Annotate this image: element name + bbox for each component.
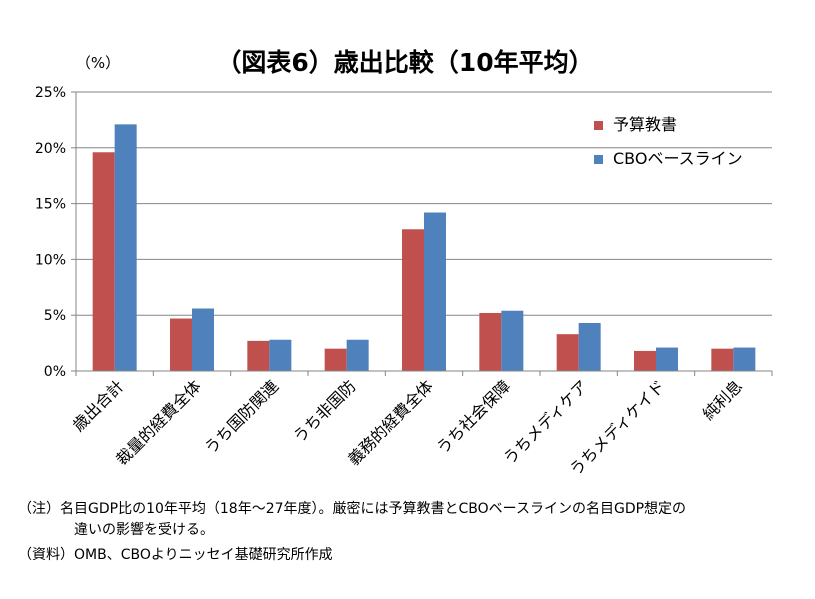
y-tick-label: 20% xyxy=(35,141,66,157)
bar-cbo-6 xyxy=(578,323,601,371)
note-line-2: 違いの影響を受ける。 xyxy=(74,522,214,538)
bar-budget-6 xyxy=(556,334,579,371)
gridlines xyxy=(76,91,772,316)
bar-budget-0 xyxy=(92,152,115,371)
y-tick-label: 0% xyxy=(44,364,66,380)
y-tick-label: 5% xyxy=(44,308,66,324)
x-tick-label: うち社会保障 xyxy=(433,376,514,457)
bar-cbo-0 xyxy=(114,124,137,371)
y-tick-label: 15% xyxy=(35,197,66,213)
legend-swatch-0 xyxy=(594,121,603,130)
bar-budget-3 xyxy=(324,348,347,371)
bar-budget-2 xyxy=(247,340,270,371)
x-tick-label: 純利息 xyxy=(699,376,746,423)
bar-cbo-3 xyxy=(346,339,369,371)
bar-chart: （図表6）歳出比較（10年平均） （%） 0% 5% 10% 15% 20% 25% 歳出… xyxy=(35,48,773,479)
legend-label-0: 予算教書 xyxy=(613,115,677,134)
note-line-1: （注）名目GDP比の10年平均（18年～27年度）。厳密には予算教書とCBOベー… xyxy=(18,501,687,517)
bar-budget-4 xyxy=(402,229,424,371)
legend-label-1: CBOベースライン xyxy=(613,149,743,168)
bar-cbo-1 xyxy=(192,308,214,371)
bar-budget-1 xyxy=(170,318,192,371)
bars xyxy=(92,124,756,371)
bar-cbo-2 xyxy=(269,339,292,371)
bar-budget-7 xyxy=(634,350,656,371)
x-tick-label: 歳出合計 xyxy=(69,376,128,435)
legend-swatch-1 xyxy=(594,155,603,164)
y-unit-label: （%） xyxy=(76,54,120,72)
x-tick-label: うち非国防 xyxy=(289,376,359,446)
y-tick-label: 25% xyxy=(35,85,66,101)
y-tick-label: 10% xyxy=(35,252,66,268)
bar-budget-8 xyxy=(711,348,734,371)
legend: 予算教書 CBOベースライン xyxy=(594,115,743,168)
axes xyxy=(75,92,772,372)
bar-cbo-4 xyxy=(424,212,446,371)
bar-budget-5 xyxy=(479,312,502,371)
source-line: （資料）OMB、CBOよりニッセイ基礎研究所作成 xyxy=(18,547,333,563)
bar-cbo-8 xyxy=(733,347,756,371)
chart-title: （図表6）歳出比較（10年平均） xyxy=(216,48,593,77)
bar-cbo-7 xyxy=(656,347,678,371)
bar-cbo-5 xyxy=(501,310,524,371)
y-axis-ticks: 0% 5% 10% 15% 20% 25% xyxy=(35,85,76,380)
x-tick-label: うち国防関連 xyxy=(201,376,282,457)
